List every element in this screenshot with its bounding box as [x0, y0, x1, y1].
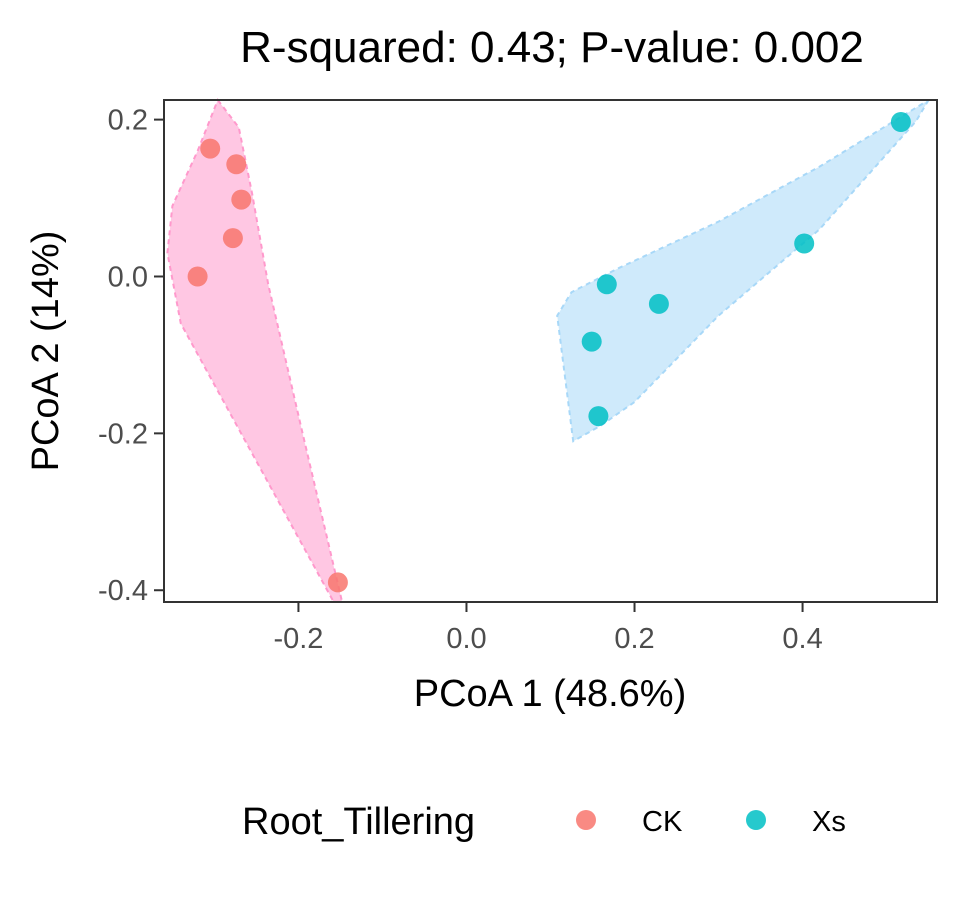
x-tick-label: 0.2 — [614, 623, 654, 655]
legend-title: Root_Tillering — [242, 801, 475, 843]
legend-swatch-xs — [746, 810, 766, 830]
x-axis-title: PCoA 1 (48.6%) — [414, 673, 686, 715]
point-xs-4 — [648, 293, 669, 314]
point-xs-6 — [588, 406, 609, 427]
hull-xs — [556, 99, 930, 443]
x-axis: -0.2 0.0 0.2 0.4 — [273, 602, 823, 655]
x-tick-label: 0.0 — [446, 623, 486, 655]
point-ck-4 — [222, 228, 243, 249]
point-xs-3 — [596, 274, 617, 295]
point-ck-6 — [327, 572, 348, 593]
y-tick-label: 0.2 — [108, 105, 148, 137]
legend-swatch-ck — [576, 810, 596, 830]
point-xs-1 — [890, 112, 911, 132]
legend-label-ck: CK — [642, 806, 683, 838]
legend-label-xs: Xs — [812, 806, 846, 838]
y-axis: 0.2 0.0 -0.2 -0.4 — [98, 105, 164, 607]
point-layer — [187, 112, 911, 593]
point-ck-1 — [200, 138, 221, 159]
x-tick-label: 0.4 — [782, 623, 822, 655]
y-axis-title: PCoA 2 (14%) — [25, 231, 67, 472]
point-ck-3 — [231, 189, 252, 210]
y-tick-label: -0.4 — [98, 575, 148, 607]
chart-title: R-squared: 0.43; P-value: 0.002 — [240, 23, 864, 72]
point-xs-2 — [794, 233, 815, 254]
plot-area — [163, 97, 938, 603]
legend: Root_Tillering CK Xs — [242, 801, 846, 843]
point-xs-5 — [581, 331, 602, 352]
y-tick-label: 0.0 — [108, 261, 148, 293]
point-ck-5 — [187, 266, 208, 287]
point-ck-2 — [226, 154, 247, 175]
x-tick-label: -0.2 — [273, 623, 323, 655]
plot-border — [163, 99, 938, 603]
y-tick-label: -0.2 — [98, 418, 148, 450]
